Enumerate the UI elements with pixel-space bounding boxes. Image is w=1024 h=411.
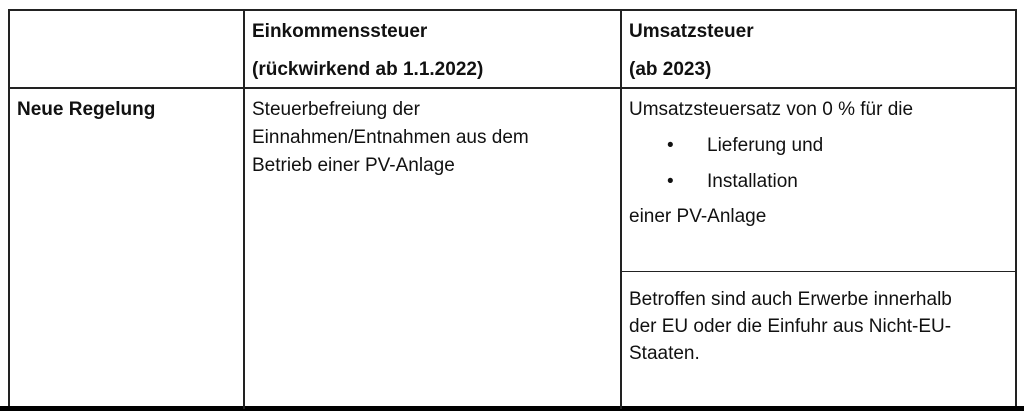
row-label: Neue Regelung xyxy=(17,99,156,120)
ust-note: der EU oder die Einfuhr aus Nicht-EU- xyxy=(629,316,952,337)
bullet-icon: • xyxy=(667,135,674,156)
ust-note: Betroffen sind auch Erwerbe innerhalb xyxy=(629,289,952,310)
header-divider xyxy=(8,87,1017,89)
header-est-title: Einkommenssteuer xyxy=(252,21,428,42)
header-ust-subtitle: (ab 2023) xyxy=(629,59,712,80)
col-divider-1 xyxy=(243,9,245,409)
border-top xyxy=(8,9,1017,11)
est-text: Betrieb einer PV-Anlage xyxy=(252,155,455,176)
border-bottom xyxy=(0,406,1024,411)
cell-divider xyxy=(620,271,1017,272)
est-text: Steuerbefreiung der xyxy=(252,99,420,120)
col-divider-2 xyxy=(620,9,622,409)
ust-note: Staaten. xyxy=(629,343,700,364)
bullet-icon: • xyxy=(667,171,674,192)
ust-outro: einer PV-Anlage xyxy=(629,206,767,227)
ust-intro: Umsatzsteuersatz von 0 % für die xyxy=(629,99,914,120)
header-est-subtitle: (rückwirkend ab 1.1.2022) xyxy=(252,59,484,80)
ust-bullet: Installation xyxy=(707,171,798,192)
border-left xyxy=(8,9,10,409)
header-ust-title: Umsatzsteuer xyxy=(629,21,754,42)
ust-bullet: Lieferung und xyxy=(707,135,824,156)
border-right xyxy=(1015,9,1017,409)
est-text: Einnahmen/Entnahmen aus dem xyxy=(252,127,529,148)
